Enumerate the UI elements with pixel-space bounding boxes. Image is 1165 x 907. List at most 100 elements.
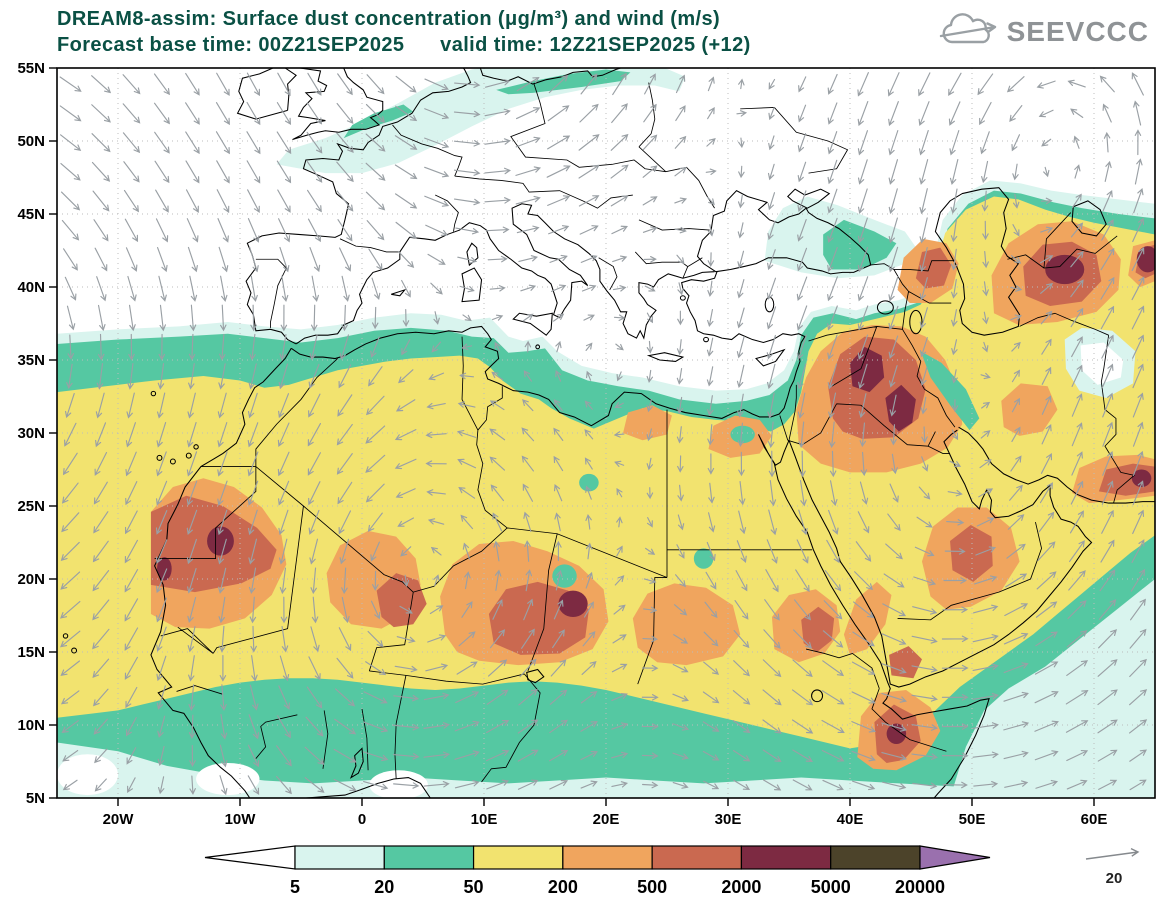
wind-arrow <box>646 517 653 528</box>
wind-arrow <box>972 751 999 759</box>
wind-arrow <box>797 133 807 153</box>
wind-arrow <box>91 75 112 94</box>
wind-arrow <box>189 775 196 795</box>
wind-arrow <box>918 486 931 500</box>
wind-arrow <box>610 164 629 179</box>
wind-arrow <box>912 782 938 789</box>
wind-arrow <box>248 363 257 390</box>
wind-arrow <box>60 162 81 181</box>
wind-arrow <box>676 396 684 415</box>
wind-arrow <box>546 165 571 178</box>
wind-arrow <box>642 781 659 789</box>
wind-arrow <box>672 723 690 731</box>
wind-arrow <box>402 574 410 588</box>
wind-arrow <box>792 779 813 791</box>
wind-arrow <box>1066 750 1089 762</box>
wind-arrow <box>794 599 811 621</box>
wind-arrow <box>365 133 386 152</box>
axis-layer: 55N 50N 45N 40N 35N 30N 25N 20N 15N 10N 5N 20W 10W 0 1… <box>17 60 1107 828</box>
wind-arrow <box>1070 279 1084 298</box>
wind-arrow <box>518 688 538 706</box>
wind-arrow <box>975 546 997 556</box>
wind-arrow <box>1104 160 1112 182</box>
wind-arrow <box>1041 138 1052 147</box>
wind-arrow <box>336 161 354 183</box>
clean-spot-guinea-1 <box>196 762 260 796</box>
wind-arrow <box>154 160 170 184</box>
wind-arrow <box>338 510 352 535</box>
wind-arrow <box>707 424 714 446</box>
wind-arrow <box>941 693 969 701</box>
wind-arrow <box>1040 282 1054 294</box>
colorbar-box <box>472 845 564 870</box>
wind-arrow <box>454 750 480 760</box>
lat-tick-label: 50N <box>17 133 45 150</box>
wind-arrow <box>1012 224 1020 237</box>
wind-arrow <box>216 72 230 96</box>
wind-arrow <box>853 601 875 619</box>
wind-arrow <box>646 457 654 471</box>
wind-arrow <box>860 451 868 477</box>
wind-arrow <box>219 625 226 653</box>
wind-arrow <box>796 276 808 302</box>
wind-arrow <box>521 455 534 472</box>
wind-arrow <box>96 276 107 302</box>
island-dot-madeira <box>151 391 155 395</box>
wind-arrow <box>60 600 81 619</box>
wind-arrow <box>918 130 929 156</box>
wind-arrow <box>1101 480 1114 505</box>
wind-arrow <box>95 392 105 419</box>
wind-arrow <box>187 567 197 594</box>
wind-arrow <box>827 102 838 125</box>
wind-arrow <box>247 480 259 506</box>
wind-arrow <box>1132 334 1145 359</box>
wind-arrow <box>185 102 200 125</box>
wind-arrow <box>60 660 81 676</box>
wind-arrow <box>762 689 782 706</box>
wind-arrow <box>738 451 745 477</box>
wind-arrow <box>126 392 135 419</box>
wind-arrow <box>585 342 593 351</box>
wind-arrow <box>92 688 109 707</box>
wind-arrow <box>156 247 168 273</box>
wind-arrow <box>305 716 324 737</box>
colorbar-label: 50 <box>464 877 484 897</box>
lon-tick-label: 20E <box>593 811 620 828</box>
wind-arrow <box>217 392 227 419</box>
wind-arrow <box>154 131 170 154</box>
wind-arrow <box>310 304 318 332</box>
wind-arrow <box>333 748 357 763</box>
wind-arrow <box>247 451 259 477</box>
wind-arrow <box>365 395 385 416</box>
wind-arrow <box>423 780 450 788</box>
wind-arrow <box>155 568 168 594</box>
wind-arrow <box>672 663 689 673</box>
wind-arrow <box>276 160 292 184</box>
wind-arrow <box>338 364 352 389</box>
wind-arrow <box>737 393 744 418</box>
wind-arrow <box>857 217 868 244</box>
wind-arrow <box>549 689 568 705</box>
wind-arrow <box>187 597 197 623</box>
wind-arrow <box>1101 334 1114 359</box>
wind-arrow <box>799 479 807 507</box>
wind-arrow <box>822 779 844 791</box>
wind-arrow <box>768 135 775 151</box>
wind-arrow <box>61 512 80 533</box>
wind-arrow <box>156 421 167 448</box>
wind-arrow <box>370 600 381 620</box>
wind-arrow <box>1131 276 1145 301</box>
wind-arrow <box>337 481 353 505</box>
wind-arrow <box>433 311 440 325</box>
wind-arrow <box>919 217 928 244</box>
wind-arrow <box>616 545 623 557</box>
wind-arrow <box>428 372 445 381</box>
wind-arrow <box>1004 603 1029 617</box>
wind-arrow <box>494 341 501 352</box>
wind-arrow <box>797 363 807 390</box>
wind-arrow <box>616 516 623 528</box>
wind-arrow <box>732 720 751 734</box>
wind-arrow <box>153 102 170 125</box>
wind-arrow <box>423 692 450 701</box>
wind-arrow <box>549 779 569 790</box>
